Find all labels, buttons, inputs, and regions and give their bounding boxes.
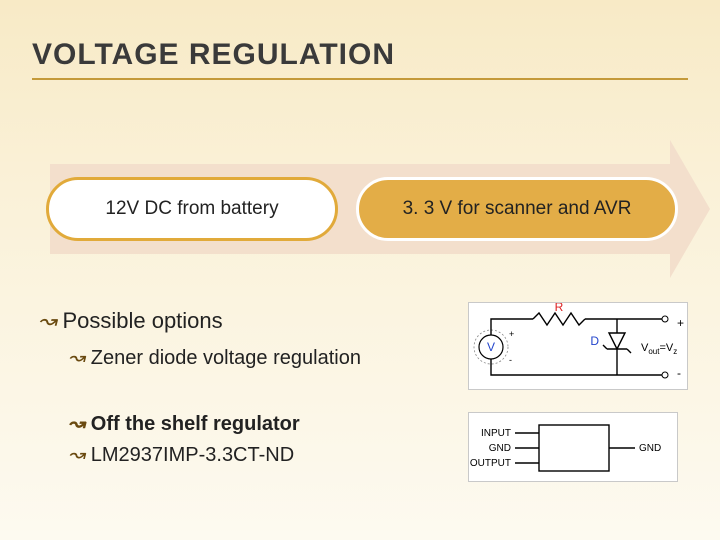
bullet-icon: ↝: [68, 444, 85, 466]
label-v: V: [487, 340, 495, 354]
label-r: R: [555, 303, 564, 314]
bullet-zener-label: Zener diode voltage regulation: [91, 347, 361, 369]
pin-output: OUTPUT: [470, 458, 511, 469]
bullet-icon: ↝: [68, 347, 85, 369]
svg-text:+: +: [509, 329, 514, 339]
svg-text:-: -: [509, 355, 512, 365]
pill-right-label: 3. 3 V for scanner and AVR: [403, 198, 632, 220]
bullet-possible-label: Possible options: [62, 308, 222, 333]
bullet-off-label: Off the shelf regulator: [91, 413, 300, 435]
regulator-block-diagram: INPUT GND OUTPUT GND: [468, 412, 678, 482]
pill-input-voltage: 12V DC from battery: [46, 177, 338, 241]
pill-left-label: 12V DC from battery: [105, 198, 278, 220]
bullet-off-shelf: ↝ Off the shelf regulator: [68, 411, 300, 436]
page-title: VOLTAGE REGULATION: [32, 38, 395, 72]
pin-gnd-left: GND: [489, 443, 511, 454]
title-underline: [32, 78, 688, 80]
bullet-icon: ↝: [68, 413, 85, 435]
label-minus: -: [677, 366, 681, 380]
bullet-lm2937: ↝ LM2937IMP-3.3CT-ND: [68, 442, 294, 467]
bullet-lm-label: LM2937IMP-3.3CT-ND: [91, 444, 294, 466]
bullet-possible-options: ↝Possible options: [38, 308, 223, 334]
pin-input: INPUT: [481, 428, 511, 439]
label-d: D: [590, 334, 599, 348]
svg-text:Vout=Vz: Vout=Vz: [641, 342, 677, 356]
pin-gnd-right: GND: [639, 443, 661, 454]
label-plus: +: [677, 316, 684, 330]
pill-output-voltage: 3. 3 V for scanner and AVR: [356, 177, 678, 241]
bullet-icon: ↝: [38, 308, 56, 333]
bullet-zener: ↝ Zener diode voltage regulation: [68, 345, 361, 370]
zener-circuit-diagram: V R D + - Vout=Vz + -: [468, 302, 688, 390]
